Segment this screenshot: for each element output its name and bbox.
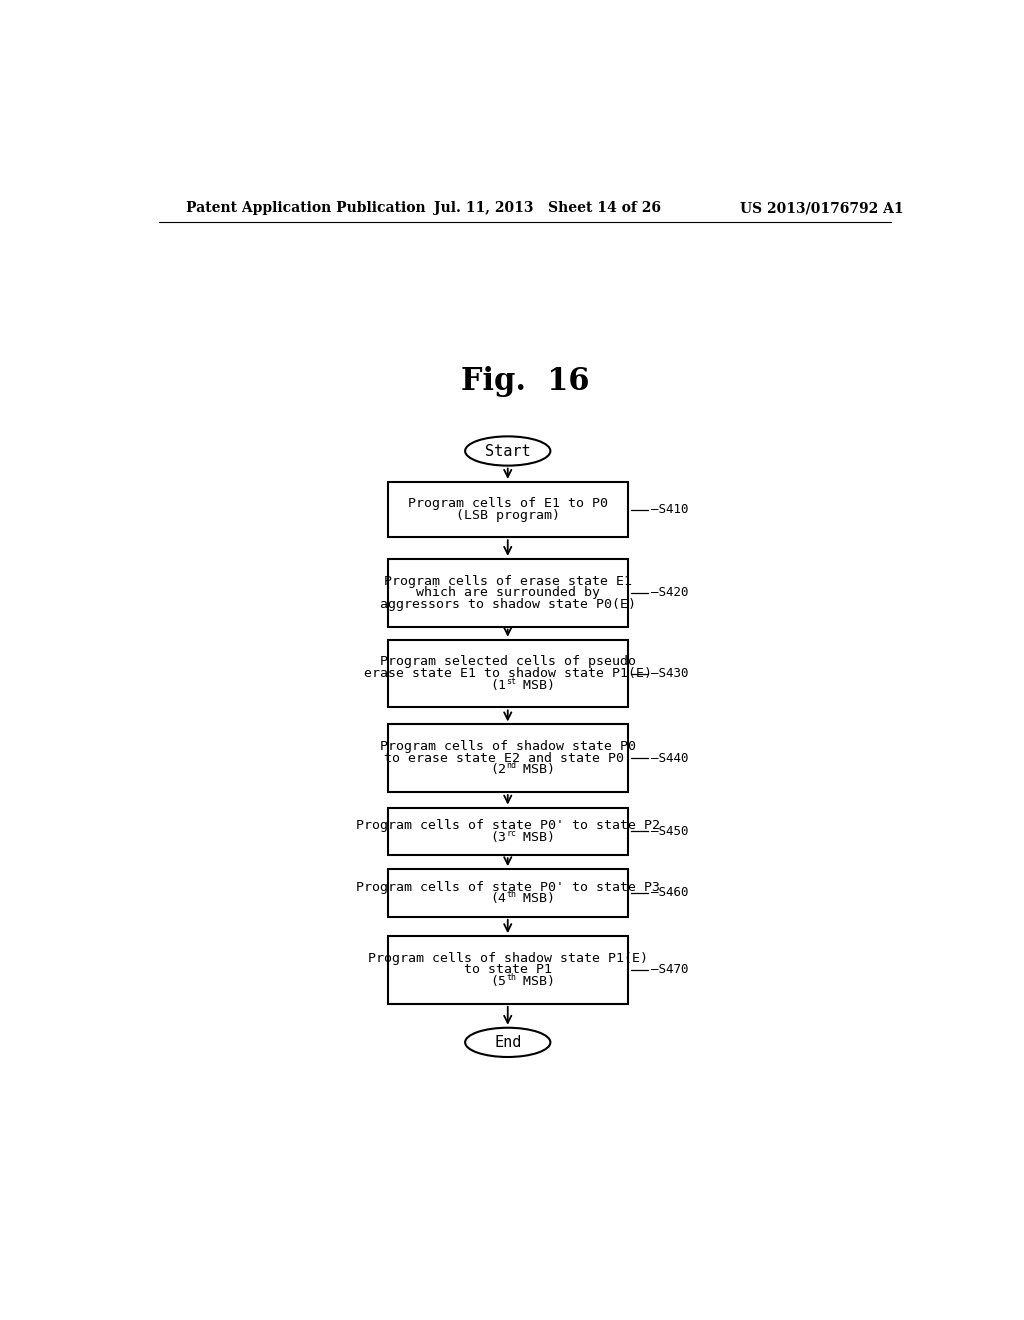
FancyBboxPatch shape [388,558,628,627]
FancyBboxPatch shape [388,869,628,917]
Text: st: st [506,677,516,685]
Text: erase state E1 to shadow state P1(E): erase state E1 to shadow state P1(E) [364,667,651,680]
Text: Program selected cells of pseudo: Program selected cells of pseudo [380,656,636,668]
Text: th: th [506,973,516,982]
FancyBboxPatch shape [388,808,628,855]
Text: MSB): MSB) [515,678,555,692]
Text: which are surrounded by: which are surrounded by [416,586,600,599]
Text: —S410: —S410 [651,503,688,516]
FancyBboxPatch shape [388,725,628,792]
Text: (4: (4 [490,892,506,906]
Text: aggressors to shadow state P0(E): aggressors to shadow state P0(E) [380,598,636,611]
Text: Jul. 11, 2013   Sheet 14 of 26: Jul. 11, 2013 Sheet 14 of 26 [434,202,662,215]
Text: (2: (2 [490,763,506,776]
Text: —S430: —S430 [651,667,688,680]
Text: nd: nd [506,762,516,771]
Text: Program cells of E1 to P0: Program cells of E1 to P0 [408,498,608,511]
Text: Program cells of state P0' to state P2: Program cells of state P0' to state P2 [355,820,659,832]
FancyBboxPatch shape [388,482,628,537]
Text: —S440: —S440 [651,751,688,764]
Text: MSB): MSB) [515,830,555,843]
Text: —S460: —S460 [651,887,688,899]
Text: th: th [506,891,516,899]
Text: —S450: —S450 [651,825,688,838]
Text: MSB): MSB) [515,975,555,989]
FancyBboxPatch shape [388,640,628,708]
Text: Program cells of shadow state P1(E): Program cells of shadow state P1(E) [368,952,648,965]
Text: MSB): MSB) [515,763,555,776]
Text: to state P1: to state P1 [464,964,552,977]
Text: rc: rc [506,829,516,838]
Text: Program cells of state P0' to state P3: Program cells of state P0' to state P3 [355,880,659,894]
Text: (3: (3 [490,830,506,843]
Text: Patent Application Publication: Patent Application Publication [186,202,426,215]
Text: End: End [494,1035,521,1049]
Text: Fig.  16: Fig. 16 [461,366,589,397]
Text: —S470: —S470 [651,964,688,977]
Text: (1: (1 [490,678,506,692]
Text: Program cells of erase state E1: Program cells of erase state E1 [384,574,632,587]
Text: (5: (5 [490,975,506,989]
FancyBboxPatch shape [388,936,628,1003]
Text: US 2013/0176792 A1: US 2013/0176792 A1 [740,202,904,215]
Ellipse shape [465,1028,550,1057]
Text: Program cells of shadow state P0: Program cells of shadow state P0 [380,741,636,754]
Text: MSB): MSB) [515,892,555,906]
Text: to erase state E2 and state P0': to erase state E2 and state P0' [384,751,632,764]
Text: (LSB program): (LSB program) [456,508,560,521]
Text: Start: Start [485,444,530,458]
Ellipse shape [465,437,550,466]
Text: —S420: —S420 [651,586,688,599]
